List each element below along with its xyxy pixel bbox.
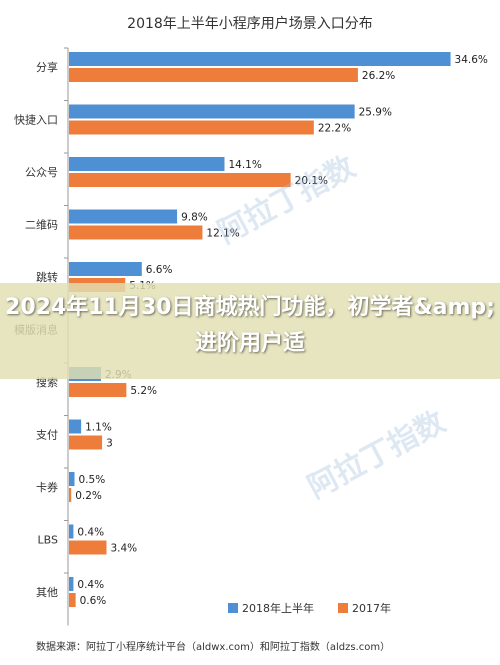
bar-2018h1 [69,472,75,486]
data-label: 0.6% [80,595,107,607]
legend-label: 2017年 [352,601,391,615]
category-label: 卡券 [36,480,58,494]
data-label: 20.1% [295,175,328,187]
data-label: 0.2% [75,490,102,502]
bar-2018h1 [69,104,355,119]
legend-swatch [338,603,348,613]
data-label: 14.1% [228,159,261,171]
bar-2018h1 [69,209,178,224]
data-label: 22.2% [318,123,351,135]
bar-2017 [69,383,127,397]
bar-2018h1 [69,577,74,591]
legend-swatch [228,603,238,613]
headline-text[interactable]: 2024年11月30日商城热门功能，初学者&amp;进阶用户适 [5,295,495,356]
data-label: 0.4% [77,579,104,591]
data-label: 25.9% [359,107,392,119]
category-label: LBS [38,534,58,547]
legend-label: 2018年上半年 [242,601,314,615]
category-label: 跳转 [36,270,58,284]
bar-2017 [69,488,72,502]
chart-title: 2018年上半年小程序用户场景入口分布 [127,15,373,32]
bar-2018h1 [69,262,142,276]
data-label: 34.6% [455,54,488,66]
bar-2017 [69,173,291,187]
source-note: 数据来源：阿拉丁小程序统计平台（aldwx.com）和阿拉丁指数（aldzs.c… [36,642,391,653]
bar-2017 [69,593,76,607]
data-label: 26.2% [362,70,395,82]
data-label: 5.2% [130,385,157,397]
data-label: 9.8% [181,212,208,224]
data-label: 3.4% [110,543,137,555]
category-label: 支付 [36,429,58,442]
headline-banner [0,283,500,379]
category-label: 二维码 [25,219,58,232]
bar-2018h1 [69,419,82,434]
bar-2018h1 [69,524,74,539]
bar-2018h1 [69,52,451,66]
data-label: 1.1% [85,422,112,434]
data-label: 3 [106,438,113,450]
category-label: 快捷入口 [14,113,58,127]
data-label: 6.6% [146,264,173,276]
bar-2017 [69,120,314,135]
category-label: 其他 [36,586,58,599]
bar-2017 [69,225,203,240]
bar-2017 [69,435,103,450]
data-label: 0.5% [79,474,106,486]
data-label: 12.1% [206,228,239,240]
bar-2017 [69,68,358,82]
data-label: 0.4% [77,527,104,539]
category-label: 分享 [36,60,58,74]
bar-2017 [69,540,107,555]
category-label: 公众号 [25,166,58,179]
bar-2018h1 [69,157,225,171]
